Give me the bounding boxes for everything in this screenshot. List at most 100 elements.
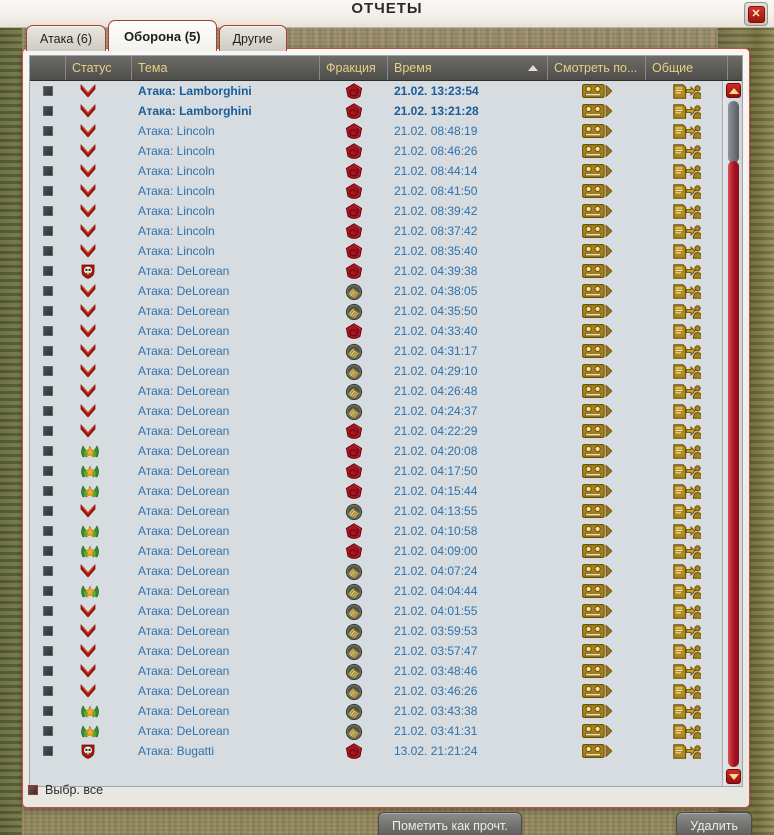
row-checkbox-cell[interactable]: [30, 81, 66, 101]
table-row[interactable]: Атака: DeLorean 21.02. 03:41:31: [30, 721, 742, 741]
battle-replay-icon[interactable]: [582, 384, 612, 398]
row-checkbox[interactable]: [43, 526, 53, 536]
column-header-theme[interactable]: Тема: [132, 56, 320, 80]
row-checkbox-cell[interactable]: [30, 181, 66, 201]
row-checkbox-cell[interactable]: [30, 641, 66, 661]
row-watch-cell[interactable]: [548, 461, 646, 481]
row-checkbox-cell[interactable]: [30, 161, 66, 181]
row-common-cell[interactable]: [646, 581, 728, 601]
row-theme-label[interactable]: Атака: DeLorean: [138, 304, 230, 318]
row-theme-cell[interactable]: Атака: Lincoln: [132, 161, 320, 181]
table-row[interactable]: Атака: DeLorean 21.02. 04:10:58: [30, 521, 742, 541]
row-watch-cell[interactable]: [548, 641, 646, 661]
table-row[interactable]: Атака: DeLorean 21.02. 03:43:38: [30, 701, 742, 721]
share-report-icon[interactable]: [673, 143, 701, 159]
row-common-cell[interactable]: [646, 721, 728, 741]
row-watch-cell[interactable]: [548, 721, 646, 741]
table-row[interactable]: Атака: DeLorean 21.02. 04:04:44: [30, 581, 742, 601]
battle-replay-icon[interactable]: [582, 644, 612, 658]
share-report-icon[interactable]: [673, 83, 701, 99]
battle-replay-icon[interactable]: [582, 104, 612, 118]
row-checkbox[interactable]: [43, 106, 53, 116]
row-common-cell[interactable]: [646, 461, 728, 481]
row-theme-cell[interactable]: Атака: DeLorean: [132, 621, 320, 641]
row-common-cell[interactable]: [646, 81, 728, 101]
share-report-icon[interactable]: [673, 703, 701, 719]
table-row[interactable]: Атака: DeLorean 21.02. 04:17:50: [30, 461, 742, 481]
row-watch-cell[interactable]: [548, 441, 646, 461]
row-theme-cell[interactable]: Атака: Bugatti: [132, 741, 320, 761]
share-report-icon[interactable]: [673, 243, 701, 259]
battle-replay-icon[interactable]: [582, 544, 612, 558]
battle-replay-icon[interactable]: [582, 304, 612, 318]
share-report-icon[interactable]: [673, 383, 701, 399]
row-watch-cell[interactable]: [548, 481, 646, 501]
row-watch-cell[interactable]: [548, 341, 646, 361]
row-common-cell[interactable]: [646, 201, 728, 221]
row-theme-cell[interactable]: Атака: DeLorean: [132, 361, 320, 381]
row-theme-cell[interactable]: Атака: DeLorean: [132, 661, 320, 681]
table-row[interactable]: Атака: DeLorean 21.02. 04:13:55: [30, 501, 742, 521]
row-common-cell[interactable]: [646, 101, 728, 121]
table-row[interactable]: Атака: DeLorean 21.02. 04:35:50: [30, 301, 742, 321]
row-checkbox[interactable]: [43, 386, 53, 396]
row-checkbox-cell[interactable]: [30, 201, 66, 221]
row-checkbox-cell[interactable]: [30, 501, 66, 521]
row-theme-cell[interactable]: Атака: DeLorean: [132, 501, 320, 521]
table-row[interactable]: Атака: DeLorean 21.02. 04:38:05: [30, 281, 742, 301]
row-watch-cell[interactable]: [548, 541, 646, 561]
row-theme-label[interactable]: Атака: DeLorean: [138, 364, 230, 378]
row-checkbox-cell[interactable]: [30, 621, 66, 641]
battle-replay-icon[interactable]: [582, 84, 612, 98]
row-checkbox-cell[interactable]: [30, 221, 66, 241]
share-report-icon[interactable]: [673, 163, 701, 179]
row-common-cell[interactable]: [646, 521, 728, 541]
table-row[interactable]: Атака: Lamborghini 21.02. 13:21:28: [30, 101, 742, 121]
scroll-down-arrow-icon[interactable]: [726, 769, 741, 784]
row-watch-cell[interactable]: [548, 321, 646, 341]
battle-replay-icon[interactable]: [582, 424, 612, 438]
table-row[interactable]: Атака: Bugatti 13.02. 21:21:24: [30, 741, 742, 761]
row-checkbox-cell[interactable]: [30, 561, 66, 581]
row-theme-cell[interactable]: Атака: Lincoln: [132, 201, 320, 221]
share-report-icon[interactable]: [673, 363, 701, 379]
share-report-icon[interactable]: [673, 603, 701, 619]
row-checkbox-cell[interactable]: [30, 361, 66, 381]
scroll-up-arrow-icon[interactable]: [726, 83, 741, 98]
row-theme-label[interactable]: Атака: DeLorean: [138, 724, 230, 738]
select-all-control[interactable]: Выбр. все: [28, 783, 103, 797]
row-common-cell[interactable]: [646, 361, 728, 381]
row-watch-cell[interactable]: [548, 361, 646, 381]
table-row[interactable]: Атака: Lincoln 21.02. 08:48:19: [30, 121, 742, 141]
battle-replay-icon[interactable]: [582, 484, 612, 498]
row-watch-cell[interactable]: [548, 401, 646, 421]
share-report-icon[interactable]: [673, 223, 701, 239]
row-checkbox[interactable]: [43, 746, 53, 756]
column-header-watch[interactable]: Смотреть по...: [548, 56, 646, 80]
row-watch-cell[interactable]: [548, 561, 646, 581]
battle-replay-icon[interactable]: [582, 704, 612, 718]
row-common-cell[interactable]: [646, 481, 728, 501]
row-watch-cell[interactable]: [548, 241, 646, 261]
row-watch-cell[interactable]: [548, 281, 646, 301]
row-theme-cell[interactable]: Атака: DeLorean: [132, 681, 320, 701]
row-checkbox[interactable]: [43, 586, 53, 596]
row-theme-label[interactable]: Атака: Lincoln: [138, 164, 215, 178]
column-header-status[interactable]: Статус: [66, 56, 132, 80]
battle-replay-icon[interactable]: [582, 184, 612, 198]
scrollbar-thumb[interactable]: [728, 101, 739, 163]
table-row[interactable]: Атака: DeLorean 21.02. 04:39:38: [30, 261, 742, 281]
row-common-cell[interactable]: [646, 701, 728, 721]
row-common-cell[interactable]: [646, 561, 728, 581]
row-theme-label[interactable]: Атака: DeLorean: [138, 404, 230, 418]
row-theme-cell[interactable]: Атака: DeLorean: [132, 701, 320, 721]
row-common-cell[interactable]: [646, 601, 728, 621]
row-checkbox[interactable]: [43, 706, 53, 716]
table-row[interactable]: Атака: DeLorean 21.02. 04:22:29: [30, 421, 742, 441]
row-theme-cell[interactable]: Атака: DeLorean: [132, 461, 320, 481]
row-watch-cell[interactable]: [548, 421, 646, 441]
tab-other[interactable]: Другие: [218, 25, 287, 51]
share-report-icon[interactable]: [673, 443, 701, 459]
share-report-icon[interactable]: [673, 543, 701, 559]
vertical-scrollbar[interactable]: [722, 81, 742, 786]
